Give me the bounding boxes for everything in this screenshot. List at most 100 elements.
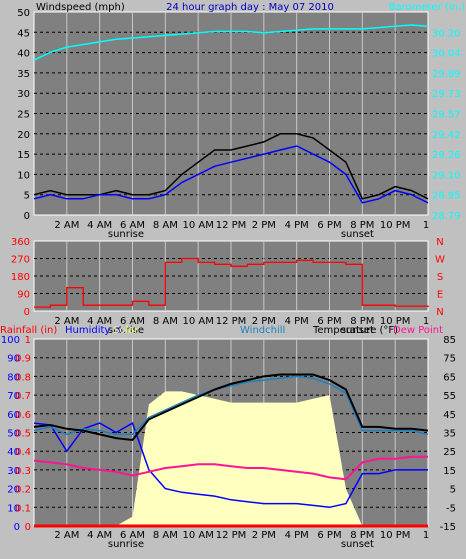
- direction-tick-label: 90: [17, 290, 30, 301]
- bot-x-tick-label: 6 AM: [120, 530, 145, 541]
- barometer-axis-title: Barometer (in.): [389, 2, 465, 13]
- direction-tick-label: 0: [24, 307, 30, 318]
- legend-item-4: Temperature (°F): [312, 325, 398, 336]
- top-sunrise-label: sunrise: [108, 229, 144, 240]
- mid-sunset-label: sunset: [341, 325, 374, 336]
- rainfall-tick-label: 0.3: [15, 466, 31, 477]
- top-x-tick-label: 6 PM: [317, 220, 341, 231]
- rainfall-tick-label: 0.7: [15, 391, 31, 402]
- windspeed-tick-label: 30: [17, 89, 30, 100]
- humidity-tick-label: 60: [7, 410, 20, 421]
- rainfall-tick-label: 1: [25, 335, 31, 346]
- windspeed-tick-label: 20: [17, 130, 30, 141]
- windspeed-avg-line: [33, 145, 429, 204]
- bot-x-tick-label: 2 AM: [54, 530, 79, 541]
- wind-direction-line: [34, 257, 429, 308]
- bot-x-tick-label: 10 AM: [182, 530, 213, 541]
- mid-x-tick-label: 6 PM: [317, 316, 341, 327]
- legend-item-2: Solar: [113, 325, 139, 336]
- bot-x-end-label: 1: [423, 530, 429, 541]
- windspeed-tick-label: 25: [17, 110, 30, 121]
- windspeed-tick-label: 0: [24, 211, 30, 222]
- temperature-tick-label: 75: [443, 354, 456, 365]
- bot-x-tick-label: 12 PM: [216, 530, 247, 541]
- legend-item-0: Rainfall (in): [0, 325, 57, 336]
- top-x-tick-label: 8 AM: [153, 220, 178, 231]
- temperature-tick-label: 55: [443, 391, 456, 402]
- humidity-tick-label: 40: [7, 447, 20, 458]
- barometer-tick-label: 30.04: [432, 49, 461, 60]
- temperature-tick-label: 85: [443, 335, 456, 346]
- windspeed-tick-label: 50: [17, 8, 30, 19]
- rainfall-tick-label: 0.1: [15, 503, 31, 514]
- top-x-tick-label: 10 AM: [182, 220, 213, 231]
- humidity-tick-label: 90: [7, 354, 20, 365]
- direction-letter: W: [435, 255, 445, 266]
- humidity-tick-label: 80: [7, 372, 20, 383]
- rainfall-tick-label: 0.2: [15, 485, 31, 496]
- rainfall-tick-label: 0.9: [15, 354, 31, 365]
- barometer-tick-label: 29.73: [432, 89, 461, 100]
- barometer-tick-label: 29.10: [432, 170, 461, 181]
- bot-x-tick-label: 4 PM: [285, 530, 309, 541]
- windspeed-tick-label: 5: [24, 191, 30, 202]
- barometer-tick-label: 29.26: [432, 150, 461, 161]
- mid-x-tick-label: 8 AM: [153, 316, 178, 327]
- bot-sunrise-label: sunrise: [108, 539, 144, 550]
- windspeed-tick-label: 10: [17, 170, 30, 181]
- rainfall-tick-label: 0.6: [15, 410, 31, 421]
- temperature-tick-label: -15: [440, 522, 456, 533]
- windspeed-tick-label: 40: [17, 49, 30, 60]
- bot-x-tick-label: 2 PM: [252, 530, 276, 541]
- humidity-line: [33, 422, 428, 509]
- bot-x-tick-label: 6 PM: [317, 530, 341, 541]
- top-x-tick-label: 6 AM: [120, 220, 145, 231]
- temperature-tick-label: -5: [446, 503, 456, 514]
- direction-tick-label: 180: [11, 272, 30, 283]
- mid-x-tick-label: 2 PM: [252, 316, 276, 327]
- bot-sunset-label: sunset: [341, 539, 374, 550]
- top-x-tick-label: 2 AM: [54, 220, 79, 231]
- temperature-tick-label: 35: [443, 429, 456, 440]
- rainfall-tick-label: 0.5: [15, 429, 31, 440]
- bot-x-tick-label: 4 AM: [87, 530, 112, 541]
- mid-x-end-label: 1: [423, 316, 429, 327]
- chart-title: 24 hour graph day : May 07 2010: [166, 2, 334, 13]
- direction-letter: N: [436, 237, 443, 248]
- mid-x-tick-label: 4 AM: [87, 316, 112, 327]
- mid-sunrise-label: sunrise: [108, 325, 144, 336]
- mid-x-tick-label: 10 PM: [380, 316, 411, 327]
- humidity-tick-label: 70: [7, 391, 20, 402]
- windspeed-tick-label: 15: [17, 150, 30, 161]
- barometer-tick-label: 28.95: [432, 191, 461, 202]
- humidity-tick-label: 0: [14, 522, 20, 533]
- legend-item-3: Windchill: [240, 325, 285, 336]
- temperature-tick-label: 5: [450, 485, 456, 496]
- dewpoint-line: [33, 455, 428, 481]
- top-x-tick-label: 4 PM: [285, 220, 309, 231]
- direction-letter: E: [437, 290, 443, 301]
- barometer-line: [33, 24, 429, 61]
- top-x-tick-label: 8 PM: [350, 220, 374, 231]
- humidity-tick-label: 100: [1, 335, 20, 346]
- mid-x-tick-label: 8 PM: [350, 316, 374, 327]
- rainfall-tick-label: 0: [25, 522, 31, 533]
- mid-x-tick-label: 4 PM: [285, 316, 309, 327]
- top-x-end-label: 1: [423, 220, 429, 231]
- rainfall-tick-label: 0.4: [15, 447, 31, 458]
- bot-x-tick-label: 10 PM: [380, 530, 411, 541]
- direction-tick-label: 270: [11, 255, 30, 266]
- top-x-tick-label: 12 PM: [216, 220, 247, 231]
- windspeed-axis-title: Windspeed (mph): [36, 2, 125, 13]
- bot-x-tick-label: 8 PM: [350, 530, 374, 541]
- solar-area: [34, 391, 428, 526]
- mid-x-tick-label: 10 AM: [182, 316, 213, 327]
- humidity-tick-label: 50: [7, 429, 20, 440]
- humidity-tick-label: 10: [7, 503, 20, 514]
- direction-tick-label: 360: [11, 237, 30, 248]
- barometer-tick-label: 28.79: [432, 211, 461, 222]
- windspeed-tick-label: 45: [17, 28, 30, 39]
- top-sunset-label: sunset: [341, 229, 374, 240]
